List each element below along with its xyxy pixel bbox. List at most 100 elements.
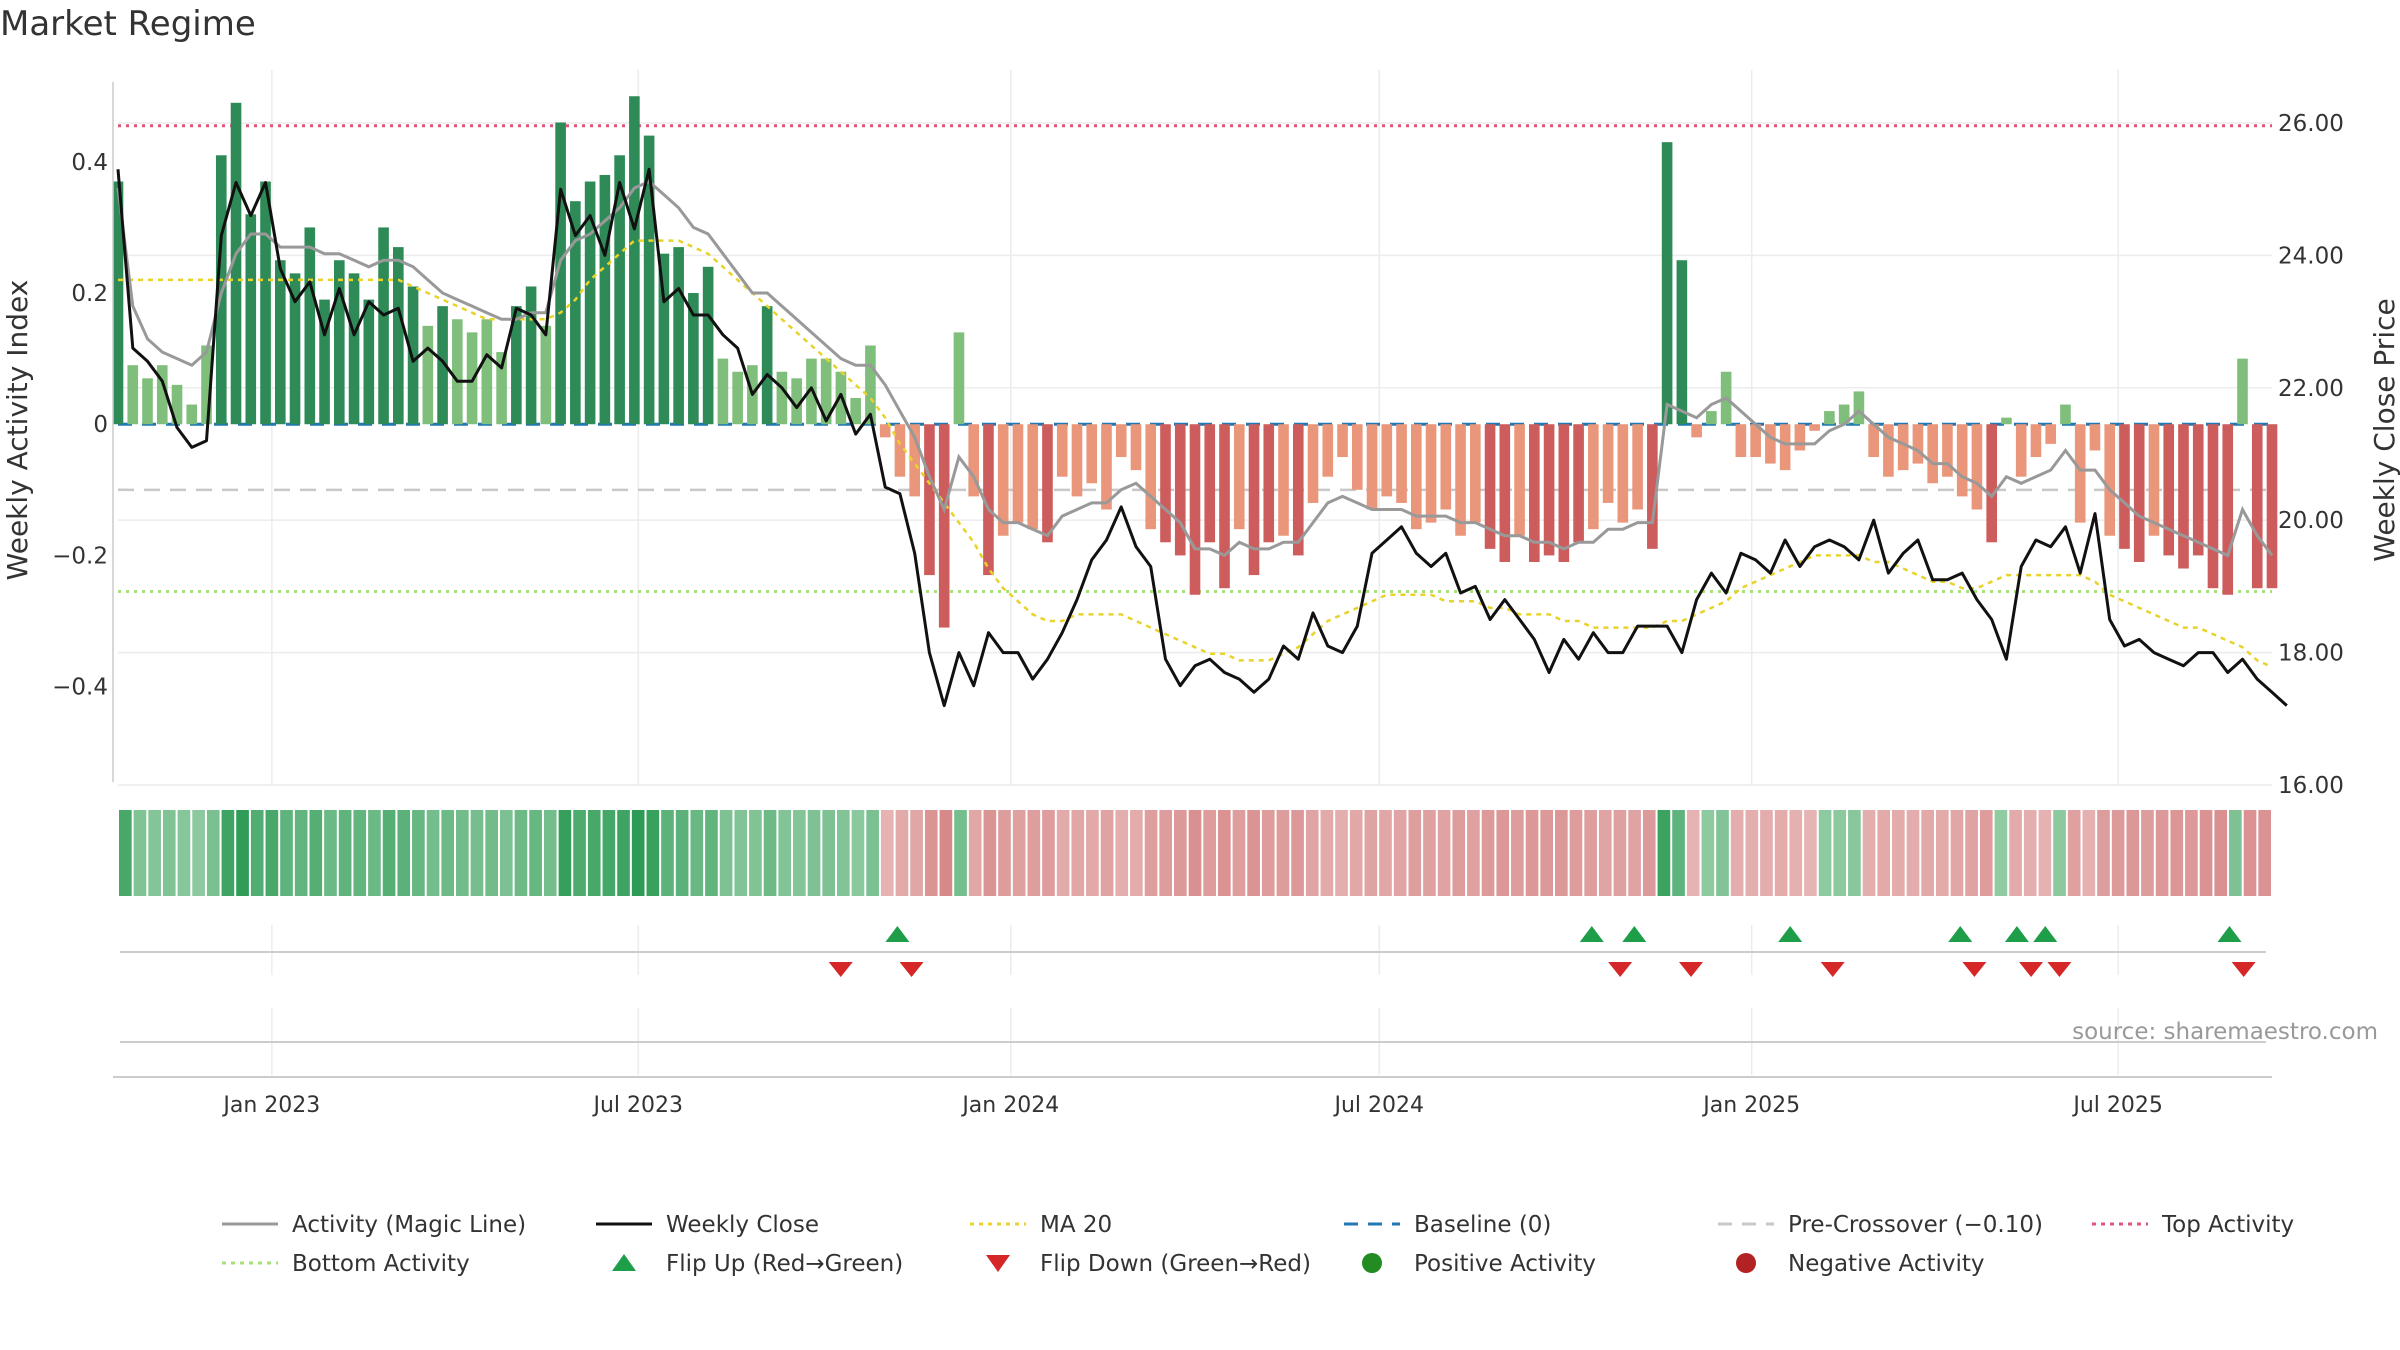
heat-cell bbox=[983, 810, 997, 896]
activity-bar bbox=[2251, 424, 2263, 589]
legend-item: Flip Up (Red→Green) bbox=[612, 1251, 903, 1277]
activity-bar bbox=[1484, 424, 1496, 549]
heat-cell bbox=[543, 810, 557, 896]
y-right-axis-title: Weekly Close Price bbox=[2368, 298, 2400, 561]
heat-cell bbox=[734, 810, 748, 896]
activity-bar bbox=[2222, 424, 2234, 595]
heat-cell bbox=[2185, 810, 2198, 896]
heat-cell bbox=[236, 810, 249, 896]
heat-cell bbox=[441, 810, 455, 896]
heat-cell bbox=[2126, 810, 2140, 896]
activity-bar bbox=[1115, 424, 1127, 458]
flip-down-marker bbox=[2231, 962, 2256, 977]
activity-bar bbox=[348, 273, 360, 425]
activity-bar bbox=[1145, 424, 1157, 530]
flip-down-marker bbox=[2019, 962, 2044, 977]
heat-cell bbox=[1320, 810, 1334, 896]
activity-bar bbox=[1986, 424, 1997, 543]
activity-bar bbox=[1514, 424, 1525, 536]
heat-cell bbox=[499, 810, 513, 896]
heat-cell bbox=[1305, 810, 1319, 896]
heat-cell bbox=[1950, 810, 1964, 896]
flip-down-marker bbox=[1678, 962, 1703, 977]
heat-cell bbox=[1159, 810, 1173, 896]
flip-up-marker bbox=[2004, 926, 2029, 942]
y-right-tick-label: 18.00 bbox=[2278, 641, 2344, 667]
heat-cell bbox=[1921, 810, 1934, 896]
heat-cell bbox=[631, 810, 645, 896]
activity-bar bbox=[732, 371, 743, 425]
activity-bar bbox=[1809, 424, 1820, 431]
activity-bar bbox=[1868, 424, 1879, 458]
heat-cell bbox=[2229, 810, 2242, 896]
heat-cell bbox=[1862, 810, 1876, 896]
activity-bar bbox=[156, 365, 168, 425]
y-right-tick-label: 22.00 bbox=[2278, 376, 2344, 402]
activity-bar bbox=[1838, 404, 1850, 425]
heat-cell bbox=[1584, 810, 1597, 896]
flip-up-marker bbox=[1778, 926, 1803, 942]
activity-bar bbox=[2163, 424, 2175, 556]
heat-cell bbox=[851, 810, 865, 896]
heat-cell bbox=[1935, 810, 1949, 896]
heat-cell bbox=[1130, 810, 1143, 896]
y-left-tick-label: −0.4 bbox=[52, 675, 108, 701]
activity-bar bbox=[776, 371, 788, 425]
heat-cell bbox=[133, 810, 147, 896]
activity-bar bbox=[452, 319, 463, 425]
heat-cell bbox=[763, 810, 777, 896]
activity-bar bbox=[1410, 424, 1422, 530]
activity-bar bbox=[1307, 424, 1319, 503]
heat-cell bbox=[221, 810, 235, 896]
heat-cell bbox=[206, 810, 220, 896]
heat-cell bbox=[2141, 810, 2154, 896]
heat-cell bbox=[338, 810, 352, 896]
activity-bar bbox=[112, 181, 124, 425]
legend-item: Negative Activity bbox=[1736, 1251, 1985, 1277]
heat-cell bbox=[485, 810, 498, 896]
heat-cell bbox=[426, 810, 440, 896]
flip-down-marker bbox=[1962, 962, 1987, 977]
legend-label: MA 20 bbox=[1040, 1212, 1112, 1238]
heat-cell bbox=[587, 810, 601, 896]
heat-cell bbox=[2199, 810, 2213, 896]
activity-bar bbox=[599, 174, 611, 425]
activity-bar bbox=[938, 424, 950, 628]
activity-bar bbox=[319, 299, 330, 425]
heat-cell bbox=[1393, 810, 1407, 896]
heat-cell bbox=[1701, 810, 1715, 896]
activity-bar bbox=[2266, 424, 2278, 589]
activity-bar bbox=[2001, 417, 2012, 425]
activity-bar bbox=[2104, 424, 2116, 536]
heat-cell bbox=[148, 810, 161, 896]
heat-cell bbox=[1642, 810, 1656, 896]
flip-up-marker bbox=[1948, 926, 1973, 942]
x-tick-label: Jul 2025 bbox=[2071, 1093, 2163, 1118]
activity-bar bbox=[1160, 424, 1171, 543]
activity-bar bbox=[186, 404, 198, 425]
heat-cell bbox=[1144, 810, 1158, 896]
activity-bar bbox=[1396, 424, 1407, 503]
activity-bar bbox=[1189, 424, 1201, 595]
activity-bar bbox=[717, 358, 729, 425]
heat-cell bbox=[1804, 810, 1817, 896]
heat-cell bbox=[1613, 810, 1627, 896]
heat-cell bbox=[1657, 810, 1671, 896]
activity-bar bbox=[1927, 424, 1938, 484]
legend-label: Bottom Activity bbox=[292, 1251, 470, 1277]
bottom-panel: Jan 2023 Jul 2023 Jan 2024 Jul 2024 Jan 2025… bbox=[113, 1041, 2272, 1118]
activity-bar bbox=[274, 260, 286, 425]
heat-cell bbox=[2067, 810, 2081, 896]
activity-bar bbox=[1824, 411, 1835, 425]
legend-label: Negative Activity bbox=[1788, 1251, 1985, 1277]
heat-cell bbox=[1628, 810, 1641, 896]
legend-swatch-dot bbox=[1362, 1253, 1382, 1273]
activity-bar bbox=[1219, 424, 1230, 589]
heat-cell bbox=[2097, 810, 2110, 896]
heat-cell bbox=[368, 810, 381, 896]
heat-cell bbox=[1774, 810, 1788, 896]
activity-bar bbox=[2045, 424, 2057, 444]
heat-cell bbox=[1379, 810, 1392, 896]
axes: −0.4 −0.2 0 0.2 0.4 16.00 18.00 20.00 22.00 24.00… bbox=[1, 82, 2400, 799]
